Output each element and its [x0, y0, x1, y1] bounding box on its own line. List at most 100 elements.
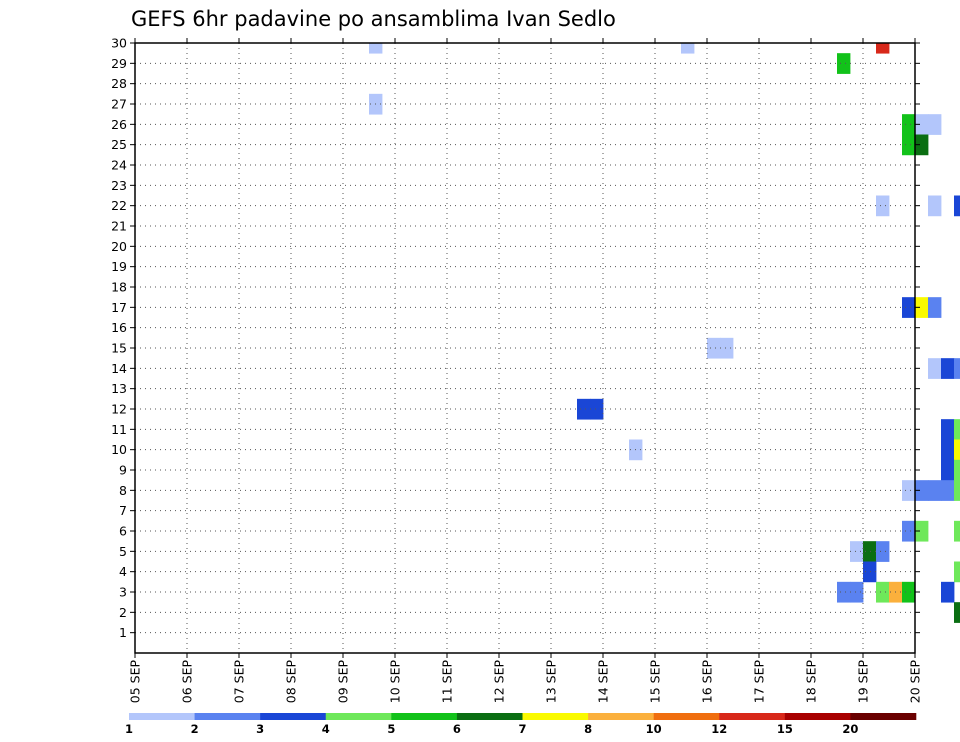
- chart-title: GEFS 6hr padavine po ansamblima Ivan Sed…: [131, 7, 616, 31]
- y-tick-label: 5: [119, 544, 127, 559]
- heatmap-cell: [941, 480, 955, 501]
- y-tick-label: 24: [111, 158, 127, 173]
- y-tick-label: 7: [119, 503, 127, 518]
- y-tick-label: 12: [111, 402, 127, 417]
- heatmap-cell: [863, 541, 877, 562]
- colorbar-swatch: [325, 713, 392, 720]
- x-tick-label: 09 SEP: [336, 660, 351, 704]
- y-tick-label: 16: [111, 320, 127, 335]
- heatmap-cells: [369, 43, 960, 623]
- heatmap-cell: [902, 480, 916, 501]
- colorbar-label: 20: [842, 722, 858, 736]
- y-tick-label: 14: [111, 361, 127, 376]
- x-tick-label: 17 SEP: [752, 660, 767, 704]
- x-tick-label: 11 SEP: [440, 660, 455, 704]
- heatmap-cell: [850, 541, 864, 562]
- y-tick-label: 28: [111, 76, 127, 91]
- y-tick-label: 25: [111, 137, 127, 152]
- y-tick-label: 19: [111, 259, 127, 274]
- heatmap-cell: [928, 195, 942, 217]
- colorbar-label: 6: [453, 722, 461, 736]
- heatmap-cell: [369, 43, 383, 54]
- x-tick-label: 05 SEP: [128, 660, 143, 704]
- y-axis: 1234567891011121314151617181920212223242…: [111, 36, 920, 640]
- y-tick-label: 29: [111, 56, 127, 71]
- x-axis: 05 SEP 06 SEP 07 SEP 08 SEP 09 SEP 10 SEP 11 S…: [128, 38, 923, 703]
- grid-lines: [135, 43, 915, 653]
- colorbar-legend: 1 2 3 4 5 6 7 8 10 12 15 20: [125, 713, 917, 736]
- heatmap-cell: [954, 439, 960, 461]
- colorbar-label: 10: [646, 722, 662, 736]
- heatmap-cell: [590, 398, 604, 420]
- heatmap-cell: [863, 561, 877, 583]
- colorbar-swatch: [588, 713, 654, 720]
- colorbar-swatch: [719, 713, 786, 720]
- x-tick-label: 06 SEP: [180, 660, 195, 704]
- y-tick-label: 9: [119, 463, 127, 478]
- heatmap-cell: [876, 541, 890, 562]
- colorbar-swatch: [129, 713, 195, 720]
- y-tick-label: 23: [111, 178, 127, 193]
- y-tick-label: 30: [111, 36, 127, 51]
- heatmap-cell: [915, 480, 929, 501]
- x-tick-label: 16 SEP: [700, 660, 715, 704]
- heatmap-cell: [928, 114, 942, 135]
- y-tick-label: 15: [111, 341, 127, 356]
- heatmap-cell: [902, 114, 916, 135]
- colorbar-label: 1: [125, 722, 133, 736]
- colorbar-swatch: [850, 713, 917, 720]
- x-tick-label: 20 SEP: [908, 660, 923, 704]
- colorbar-label: 8: [584, 722, 592, 736]
- colorbar-swatch: [653, 713, 720, 720]
- y-tick-label: 13: [111, 381, 127, 396]
- y-tick-label: 27: [111, 97, 127, 112]
- x-tick-label: 14 SEP: [596, 660, 611, 704]
- colorbar-label: 7: [518, 722, 526, 736]
- y-tick-label: 8: [119, 483, 127, 498]
- x-tick-label: 08 SEP: [284, 660, 299, 704]
- heatmap-cell: [876, 195, 890, 217]
- x-tick-label: 13 SEP: [544, 660, 559, 704]
- x-tick-label: 10 SEP: [388, 660, 403, 704]
- heatmap-cell: [928, 358, 942, 379]
- heatmap-cell: [941, 358, 955, 379]
- heatmap-cell: [876, 43, 890, 54]
- heatmap-cell: [954, 358, 960, 379]
- heatmap-cell: [915, 520, 929, 542]
- colorbar-swatch: [784, 713, 851, 720]
- heatmap-cell: [707, 337, 721, 359]
- heatmap-cell: [902, 134, 916, 156]
- colorbar-swatch: [391, 713, 458, 720]
- heatmap-cell: [915, 114, 929, 135]
- heatmap-cell: [954, 459, 960, 481]
- y-tick-label: 4: [119, 564, 127, 579]
- colorbar-label: 2: [191, 722, 199, 736]
- heatmap-cell: [720, 337, 734, 359]
- colorbar-swatch: [522, 713, 589, 720]
- heatmap-cell: [941, 459, 955, 481]
- heatmap-cell: [941, 439, 955, 461]
- heatmap-cell: [954, 561, 960, 583]
- x-tick-label: 12 SEP: [492, 660, 507, 704]
- colorbar-label: 4: [322, 722, 330, 736]
- heatmap-cell: [928, 480, 942, 501]
- heatmap-cell: [837, 581, 851, 603]
- y-tick-label: 2: [119, 605, 127, 620]
- heatmap-cell: [928, 297, 942, 318]
- heatmap-cell: [577, 398, 591, 420]
- heatmap-cell: [954, 520, 960, 542]
- heatmap-cell: [902, 581, 916, 603]
- heatmap-cell: [902, 520, 916, 542]
- y-tick-label: 11: [111, 422, 127, 437]
- x-tick-label: 07 SEP: [232, 660, 247, 704]
- y-tick-label: 18: [111, 280, 127, 295]
- y-tick-label: 26: [111, 117, 127, 132]
- heatmap-cell: [941, 581, 955, 603]
- y-tick-label: 21: [111, 219, 127, 234]
- y-tick-label: 20: [111, 239, 127, 254]
- y-tick-label: 3: [119, 585, 127, 600]
- x-tick-label: 15 SEP: [648, 660, 663, 704]
- colorbar-label: 5: [387, 722, 395, 736]
- x-tick-label: 18 SEP: [804, 660, 819, 704]
